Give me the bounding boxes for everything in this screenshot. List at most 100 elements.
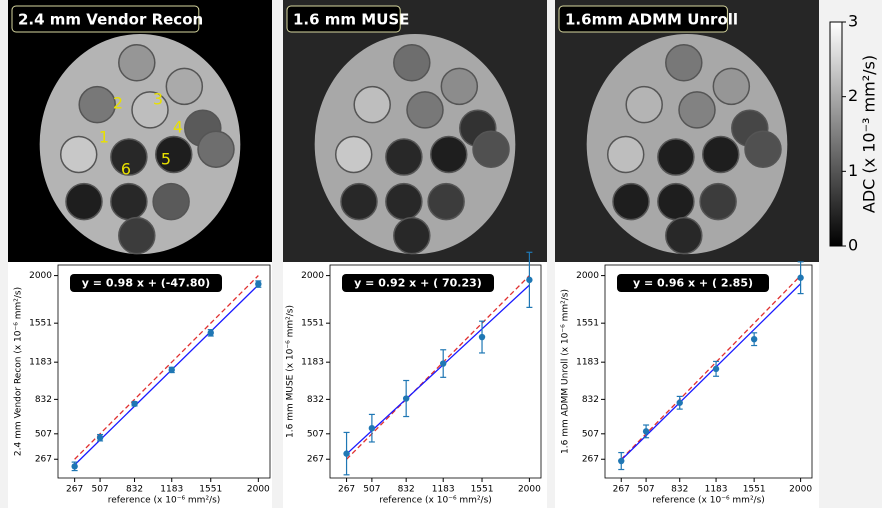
equation: y = 0.92 x + ( 70.23) — [354, 277, 482, 290]
x-tick-label: 1551 — [199, 485, 222, 495]
colorbar-tick-label: 3 — [848, 12, 858, 31]
y-tick-label: 507 — [307, 429, 324, 439]
phantom-vial — [336, 136, 372, 172]
panel-title: 2.4 mm Vendor Recon — [18, 11, 203, 29]
plot-area — [58, 265, 270, 478]
colorbar-tick-label: 0 — [848, 236, 858, 255]
y-tick-label: 2000 — [301, 271, 324, 281]
data-point — [369, 425, 375, 431]
data-point — [71, 463, 77, 469]
colorbar-label: ADC (x 10⁻³ mm²/s) — [860, 55, 879, 213]
data-point — [677, 400, 683, 406]
data-point — [618, 458, 624, 464]
phantom-vial — [119, 218, 155, 254]
y-axis-label: 1.6 mm ADMM Unroll (x 10⁻⁶ mm²/s) — [561, 289, 571, 454]
phantom-vial — [703, 136, 739, 172]
colorbar-tick-label: 2 — [848, 86, 858, 105]
phantom-vial — [386, 184, 422, 220]
y-tick-label: 2000 — [29, 271, 52, 281]
x-tick-label: 1183 — [432, 485, 455, 495]
vial-label: 6 — [121, 160, 131, 179]
phantom-vial — [700, 184, 736, 220]
x-tick-label: 2000 — [518, 485, 541, 495]
phantom-vial — [666, 218, 702, 254]
phantom-vial — [394, 45, 430, 81]
phantom-vial — [626, 87, 662, 123]
data-point — [440, 360, 446, 366]
panel-title: 1.6mm ADMM Unroll — [565, 11, 738, 29]
phantom-vial — [407, 92, 443, 128]
data-point — [713, 366, 719, 372]
y-tick-label: 1183 — [576, 358, 599, 368]
vial-label: 4 — [173, 118, 183, 137]
data-point — [343, 450, 349, 456]
x-tick-label: 507 — [637, 485, 654, 495]
phantom-vial — [608, 136, 644, 172]
vial-label: 1 — [99, 128, 109, 147]
x-tick-label: 2000 — [247, 485, 270, 495]
y-tick-label: 1183 — [301, 358, 324, 368]
equation: y = 0.98 x + (-47.80) — [82, 277, 210, 290]
x-tick-label: 507 — [91, 485, 108, 495]
x-tick-label: 507 — [363, 485, 380, 495]
phantom-vial — [713, 68, 749, 104]
data-point — [643, 428, 649, 434]
data-point — [208, 330, 214, 336]
y-tick-label: 832 — [35, 395, 52, 405]
y-tick-label: 2000 — [576, 271, 599, 281]
phantom-vial — [111, 184, 147, 220]
x-tick-label: 832 — [671, 485, 688, 495]
x-axis-label: reference (x 10⁻⁶ mm²/s) — [379, 496, 492, 506]
figure: 2.4 mm Vendor Recon1234561.6 mm MUSE1.6m… — [0, 0, 882, 508]
x-tick-label: 1551 — [471, 485, 494, 495]
y-tick-label: 1551 — [29, 319, 52, 329]
data-point — [169, 367, 175, 373]
y-tick-label: 1551 — [301, 319, 324, 329]
phantom-vial — [66, 184, 102, 220]
phantom-vial — [119, 45, 155, 81]
x-tick-label: 832 — [126, 485, 143, 495]
phantom-vial — [745, 131, 781, 167]
vial-label: 2 — [113, 94, 123, 113]
data-point — [97, 435, 103, 441]
y-tick-label: 267 — [307, 455, 324, 465]
x-tick-label: 1183 — [705, 485, 728, 495]
data-point — [797, 275, 803, 281]
x-tick-label: 1551 — [743, 485, 766, 495]
y-axis-label: 2.4 mm Vendor Recon (x 10⁻⁶ mm²/s) — [14, 287, 24, 456]
x-tick-label: 2000 — [789, 485, 812, 495]
data-point — [526, 277, 532, 283]
phantom-vial — [394, 218, 430, 254]
data-point — [751, 336, 757, 342]
phantom-vial — [658, 139, 694, 175]
phantom-vial — [341, 184, 377, 220]
phantom-vial — [166, 68, 202, 104]
y-tick-label: 832 — [307, 395, 324, 405]
colorbar-tick-label: 1 — [848, 161, 858, 180]
x-axis-label: reference (x 10⁻⁶ mm²/s) — [652, 496, 765, 506]
x-axis-label: reference (x 10⁻⁶ mm²/s) — [108, 496, 221, 506]
phantom-vial — [679, 92, 715, 128]
panel-title: 1.6 mm MUSE — [293, 11, 409, 29]
phantom-vial — [431, 136, 467, 172]
x-tick-label: 267 — [613, 485, 630, 495]
phantom-vial — [658, 184, 694, 220]
y-tick-label: 1183 — [29, 358, 52, 368]
phantom-vial — [198, 131, 234, 167]
data-point — [131, 401, 137, 407]
x-tick-label: 267 — [66, 485, 83, 495]
data-point — [403, 395, 409, 401]
phantom-vial — [613, 184, 649, 220]
phantom-vial — [79, 87, 115, 123]
phantom-vial — [386, 139, 422, 175]
y-tick-label: 1551 — [576, 319, 599, 329]
phantom-vial — [153, 184, 189, 220]
phantom-vial — [666, 45, 702, 81]
equation: y = 0.96 x + ( 2.85) — [633, 277, 753, 290]
phantom-vial — [441, 68, 477, 104]
y-tick-label: 832 — [582, 395, 599, 405]
phantom-vial — [473, 131, 509, 167]
y-tick-label: 507 — [582, 429, 599, 439]
x-tick-label: 267 — [338, 485, 355, 495]
y-tick-label: 267 — [582, 455, 599, 465]
